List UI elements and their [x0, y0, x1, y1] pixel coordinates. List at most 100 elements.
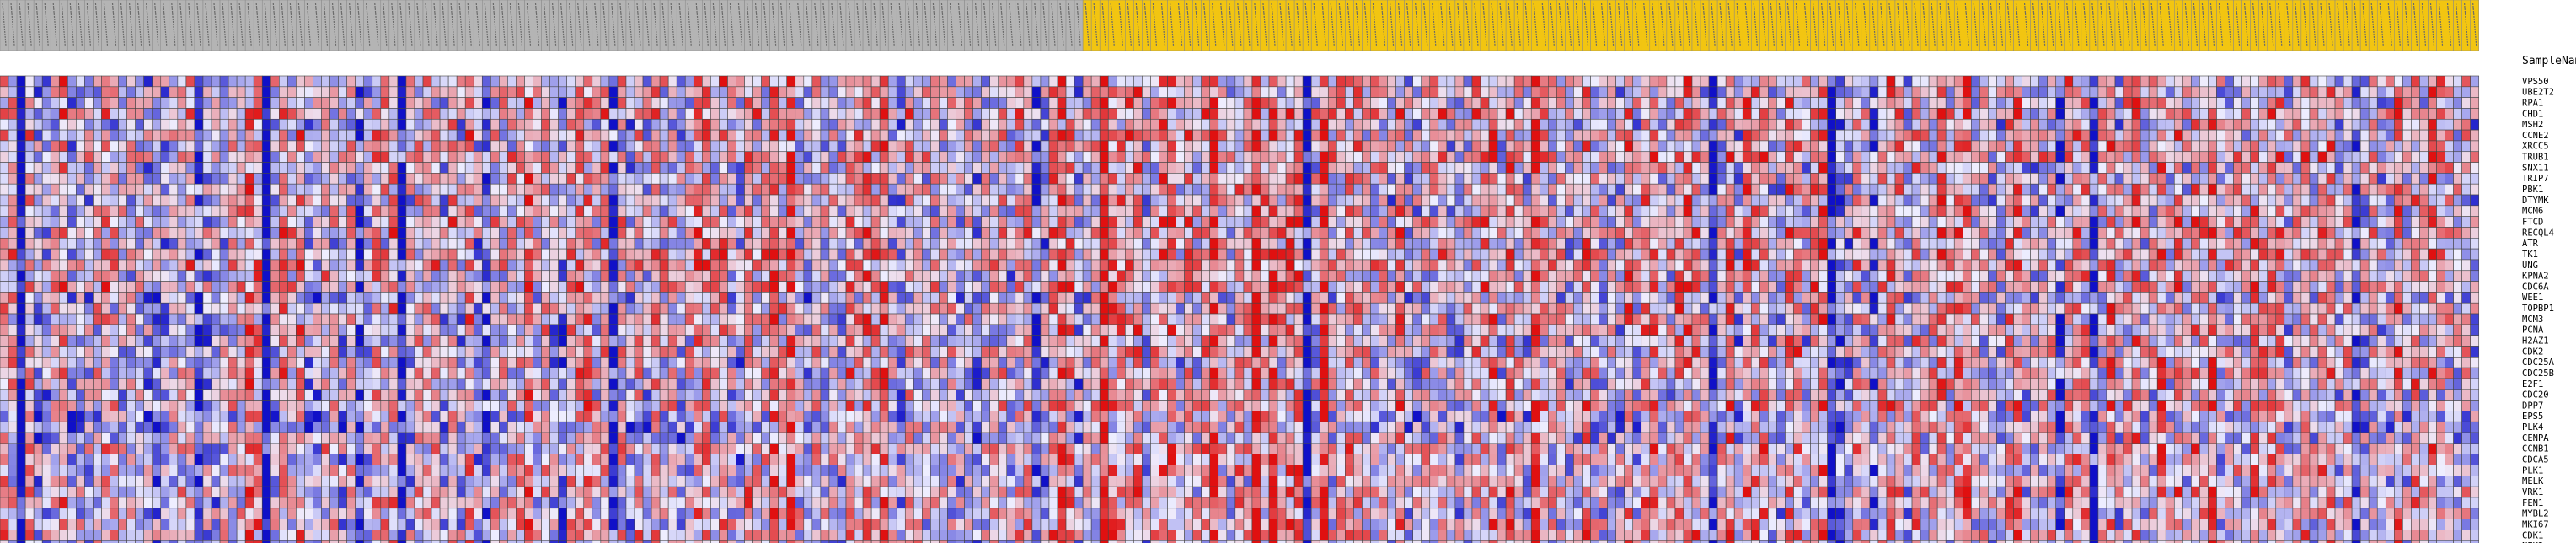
- heatmap-cell: [1716, 216, 1727, 228]
- sample-label-glyph: [2041, 3, 2046, 46]
- heatmap-cell: [1048, 194, 1058, 207]
- heatmap-cell: [93, 97, 102, 109]
- heatmap-cell: [1607, 227, 1616, 239]
- heatmap-cell: [1632, 86, 1642, 98]
- heatmap-cell: [2182, 140, 2192, 153]
- heatmap-cell: [253, 151, 263, 163]
- heatmap-cell: [575, 118, 585, 131]
- heatmap-cell: [1599, 75, 1608, 88]
- heatmap-cell: [1006, 86, 1016, 98]
- heatmap-cell: [608, 173, 619, 185]
- heatmap-cell: [169, 86, 179, 98]
- heatmap-cell: [1353, 97, 1363, 109]
- heatmap-cell: [321, 75, 330, 88]
- heatmap-cell: [2292, 173, 2302, 185]
- heatmap-cell: [1116, 108, 1126, 120]
- heatmap-cell: [1641, 108, 1651, 120]
- heatmap-cell: [592, 194, 602, 207]
- heatmap-cell: [1590, 86, 1599, 98]
- heatmap-cell: [1336, 227, 1346, 239]
- sample-header-cell: [1184, 0, 1193, 51]
- heatmap-cell: [1057, 75, 1067, 88]
- heatmap-cell: [1649, 86, 1659, 98]
- heatmap-cell: [1582, 227, 1591, 239]
- sample-header-cell: [1869, 0, 1879, 51]
- heatmap-cell: [1285, 129, 1295, 142]
- heatmap-cell: [989, 227, 999, 239]
- heatmap-cell: [904, 205, 914, 217]
- sample-label-glyph: [1786, 3, 1792, 46]
- heatmap-cell: [1387, 173, 1396, 185]
- heatmap-cell: [1683, 173, 1693, 185]
- heatmap-cell: [2173, 227, 2183, 239]
- heatmap-cell: [516, 194, 525, 207]
- sample-header-cell: [998, 0, 1008, 51]
- heatmap-cell: [566, 151, 576, 163]
- heatmap-cell: [1716, 140, 1727, 153]
- heatmap-cell: [1480, 75, 1490, 88]
- sample-header-cell: [2317, 0, 2327, 51]
- heatmap-cell: [185, 173, 195, 185]
- sample-label-glyph: [2387, 3, 2392, 46]
- heatmap-cell: [837, 75, 847, 88]
- heatmap-cell: [1184, 151, 1193, 163]
- heatmap-cell: [270, 118, 280, 131]
- heatmap-cell: [2064, 183, 2074, 196]
- heatmap-cell: [2165, 75, 2175, 88]
- heatmap-cell: [2072, 194, 2082, 207]
- sample-header-cell: [558, 0, 567, 51]
- heatmap-cell: [625, 162, 635, 174]
- heatmap-cell: [228, 162, 238, 174]
- heatmap-cell: [2250, 151, 2259, 163]
- heatmap-cell: [1243, 173, 1253, 185]
- heatmap-cell: [2022, 216, 2031, 228]
- heatmap-cell: [1176, 151, 1185, 163]
- heatmap-cell: [1928, 183, 1938, 196]
- heatmap-cell: [2250, 183, 2259, 196]
- heatmap-cell: [1353, 151, 1363, 163]
- heatmap-cell: [820, 162, 830, 174]
- heatmap-cell: [1133, 162, 1143, 174]
- heatmap-cell: [296, 118, 305, 131]
- heatmap-cell: [1412, 216, 1422, 228]
- heatmap-cell: [1691, 97, 1701, 109]
- heatmap-cell: [2208, 75, 2217, 88]
- heatmap-cell: [2436, 173, 2445, 185]
- heatmap-cell: [24, 151, 35, 163]
- heatmap-cell: [2208, 118, 2217, 131]
- heatmap-cell: [1379, 173, 1388, 185]
- heatmap-cell: [1505, 151, 1515, 163]
- heatmap-cell: [126, 97, 136, 109]
- heatmap-cell: [1505, 227, 1515, 239]
- heatmap-cell: [2394, 97, 2403, 109]
- heatmap-cell: [2385, 216, 2395, 228]
- heatmap-cell: [837, 183, 847, 196]
- heatmap-cell: [101, 183, 110, 196]
- heatmap-cell: [964, 216, 973, 228]
- heatmap-cell: [1505, 183, 1515, 196]
- heatmap-cell: [33, 194, 43, 207]
- heatmap-cell: [803, 108, 813, 120]
- heatmap-cell: [1869, 205, 1879, 217]
- heatmap-cell: [372, 173, 382, 185]
- heatmap-cell: [1599, 162, 1608, 174]
- heatmap-cell: [2470, 118, 2480, 131]
- heatmap-cell: [845, 118, 855, 131]
- sample-header-cell: [2081, 0, 2091, 51]
- heatmap-cell: [1776, 183, 1786, 196]
- heatmap-cell: [1590, 227, 1599, 239]
- heatmap-cell: [261, 140, 271, 153]
- heatmap-cell: [355, 151, 365, 163]
- heatmap-cell: [2030, 140, 2039, 153]
- heatmap-cell: [2013, 97, 2022, 109]
- heatmap-cell: [84, 162, 94, 174]
- heatmap-cell: [1488, 129, 1498, 142]
- heatmap-cell: [1996, 86, 2006, 98]
- heatmap-cell: [1539, 140, 1549, 153]
- heatmap-cell: [1615, 227, 1625, 239]
- heatmap-cell: [1852, 183, 1862, 196]
- heatmap-cell: [862, 129, 872, 142]
- heatmap-cell: [1023, 173, 1033, 185]
- heatmap-cell: [1962, 75, 1972, 88]
- sample-header-cell: [1658, 0, 1668, 51]
